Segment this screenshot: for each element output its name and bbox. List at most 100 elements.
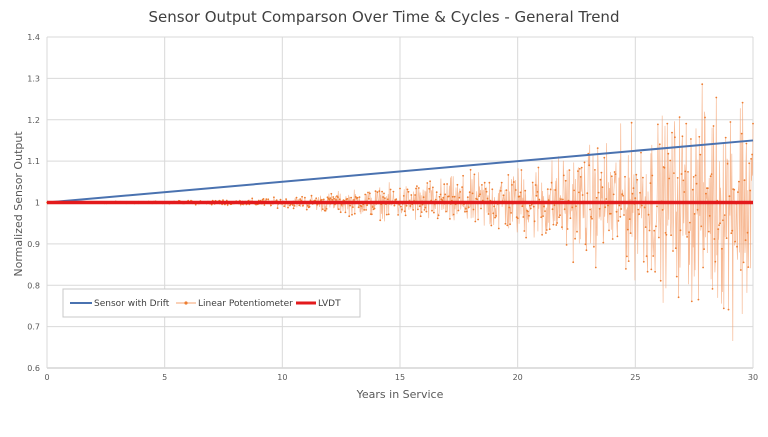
linear-potentiometer-point (702, 266, 704, 269)
x-axis-ticks: 0 5 10 15 20 25 30 (44, 373, 758, 382)
linear-potentiometer-point (522, 216, 525, 218)
linear-potentiometer-point (698, 135, 701, 138)
linear-potentiometer-point (625, 268, 627, 270)
linear-potentiometer-point (690, 138, 692, 140)
linear-potentiometer-point (369, 192, 371, 195)
linear-potentiometer-point (725, 237, 728, 240)
linear-potentiometer-point (675, 275, 678, 278)
x-tick-label: 0 (44, 373, 49, 382)
linear-potentiometer-point (367, 191, 369, 194)
linear-potentiometer-point (546, 188, 549, 191)
linear-potentiometer-point (652, 255, 655, 257)
linear-potentiometer-point (550, 181, 553, 184)
linear-potentiometer-point (459, 191, 462, 193)
x-axis-title: Years in Service (356, 388, 444, 401)
linear-potentiometer-point (583, 161, 586, 164)
linear-potentiometer-point (457, 209, 460, 212)
linear-potentiometer-point (379, 219, 382, 222)
linear-potentiometer-point (743, 179, 746, 182)
linear-potentiometer-point (553, 204, 556, 207)
linear-potentiometer-point (626, 255, 628, 258)
linear-potentiometer-point (414, 194, 416, 196)
linear-potentiometer-point (263, 204, 266, 206)
linear-potentiometer-point (485, 190, 488, 193)
linear-potentiometer-point (348, 215, 351, 218)
linear-potentiometer-point (611, 238, 614, 240)
linear-potentiometer-point (536, 191, 539, 193)
linear-potentiometer-point (586, 192, 589, 195)
linear-potentiometer-point (371, 206, 374, 208)
linear-potentiometer-point (585, 249, 588, 252)
linear-potentiometer-point (711, 288, 714, 290)
linear-potentiometer-point (222, 199, 224, 202)
linear-potentiometer-point (676, 177, 679, 179)
linear-potentiometer-point (332, 196, 335, 198)
linear-potentiometer-point (703, 248, 705, 251)
linear-potentiometer-point (594, 266, 597, 269)
linear-potentiometer-point (452, 213, 455, 216)
linear-potentiometer-point (710, 173, 713, 176)
linear-potentiometer-point (523, 230, 526, 232)
linear-potentiometer-point (283, 205, 286, 208)
linear-potentiometer-point (706, 187, 709, 190)
linear-potentiometer-point (425, 210, 428, 213)
linear-potentiometer-point (434, 198, 437, 201)
linear-potentiometer-point (481, 184, 483, 186)
linear-potentiometer-point (579, 176, 582, 178)
linear-potentiometer-point (285, 198, 287, 201)
linear-potentiometer-point (511, 184, 513, 186)
linear-potentiometer-point (518, 195, 521, 198)
linear-potentiometer-point (671, 131, 673, 134)
linear-potentiometer-point (400, 205, 402, 208)
legend-item-linear-potentiometer: Linear Potentiometer (176, 299, 293, 309)
linear-potentiometer-point (418, 205, 421, 208)
linear-potentiometer-point (739, 269, 742, 271)
linear-potentiometer-point (326, 196, 329, 199)
linear-potentiometer-point (749, 189, 752, 192)
linear-potentiometer-point (506, 224, 509, 227)
linear-potentiometer-point (499, 190, 502, 192)
linear-potentiometer-point (540, 216, 543, 219)
linear-potentiometer-point (465, 207, 467, 210)
linear-potentiometer-point (519, 191, 522, 194)
linear-potentiometer-point (275, 199, 278, 202)
linear-potentiometer-point (577, 170, 579, 173)
linear-potentiometer-point (493, 205, 495, 208)
linear-potentiometer-point (665, 233, 668, 236)
linear-potentiometer-point (677, 296, 680, 299)
linear-potentiometer-point (420, 211, 423, 214)
linear-potentiometer-point (293, 205, 296, 207)
linear-potentiometer-point (618, 204, 621, 207)
linear-potentiometer-point (721, 247, 723, 250)
linear-potentiometer-point (719, 222, 721, 225)
linear-potentiometer-point (667, 152, 670, 155)
linear-potentiometer-point (449, 218, 451, 220)
linear-potentiometer-point (497, 227, 500, 230)
linear-potentiometer-point (558, 216, 560, 219)
linear-potentiometer-point (477, 218, 479, 221)
linear-potentiometer-point (386, 198, 389, 201)
linear-potentiometer-point (436, 217, 439, 220)
linear-potentiometer-point (593, 245, 595, 248)
linear-potentiometer-point (632, 187, 635, 190)
linear-potentiometer-point (456, 183, 459, 186)
linear-potentiometer-point (423, 209, 426, 211)
y-tick-label: 1 (35, 199, 40, 208)
linear-potentiometer-point (576, 230, 578, 233)
linear-potentiometer-point (279, 198, 282, 201)
linear-potentiometer-point (476, 198, 479, 201)
linear-potentiometer-point (685, 122, 688, 125)
linear-potentiometer-point (325, 208, 328, 210)
linear-potentiometer-point (731, 229, 734, 232)
linear-potentiometer-point (598, 207, 601, 210)
linear-potentiometer-point (299, 198, 302, 201)
linear-potentiometer-point (534, 184, 537, 186)
linear-potentiometer-point (678, 116, 681, 118)
linear-potentiometer-point (467, 206, 470, 209)
linear-potentiometer-point (472, 208, 475, 211)
linear-potentiometer-point (353, 199, 355, 201)
linear-potentiometer-point (608, 229, 610, 232)
linear-potentiometer-point (491, 188, 494, 191)
